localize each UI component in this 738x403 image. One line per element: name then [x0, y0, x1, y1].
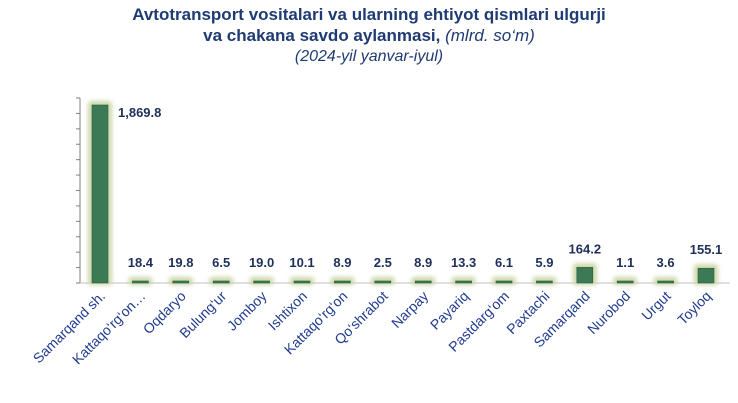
bar	[455, 280, 472, 284]
title-unit: (mlrd. so‘m)	[445, 26, 535, 45]
bar	[657, 280, 674, 284]
value-label: 19.0	[249, 255, 274, 270]
category-label: Toyloq	[674, 288, 714, 328]
bar	[172, 280, 190, 284]
bar	[91, 104, 109, 284]
bar	[576, 267, 594, 284]
category-label: Narpay	[388, 288, 431, 331]
category-label: Samarqand sh.	[30, 288, 108, 366]
value-label: 1.1	[616, 255, 634, 270]
bar	[414, 280, 432, 284]
category-label: Jomboy	[224, 288, 270, 334]
bar	[212, 280, 230, 284]
value-label: 19.8	[168, 255, 193, 270]
bar	[334, 280, 351, 284]
value-label: 2.5	[374, 255, 392, 270]
value-label: 1,869.8	[118, 105, 161, 120]
bar	[253, 280, 270, 284]
value-label: 8.9	[333, 255, 351, 270]
value-label: 10.1	[289, 255, 314, 270]
value-label: 155.1	[690, 242, 723, 257]
bar	[132, 280, 149, 284]
category-label: Urgut	[638, 288, 674, 324]
title-line-1: Avtotransport vositalari va ularning eht…	[132, 5, 606, 24]
bar	[697, 267, 715, 284]
value-label: 6.5	[212, 255, 230, 270]
bar	[616, 280, 634, 284]
bar	[374, 280, 392, 284]
value-label: 5.9	[535, 255, 553, 270]
value-label: 18.4	[128, 255, 154, 270]
chart-title: Avtotransport vositalari va ularning eht…	[0, 4, 738, 67]
bar	[293, 280, 311, 284]
value-label: 6.1	[495, 255, 513, 270]
category-label: Nurobod	[584, 288, 633, 337]
value-label: 3.6	[657, 255, 675, 270]
value-label: 13.3	[451, 255, 476, 270]
category-label: Kattaqo‘rg‘on…	[69, 288, 149, 368]
bar	[495, 280, 513, 284]
value-label: 164.2	[569, 241, 602, 256]
chart-subtitle: (2024-yil yanvar-iyul)	[294, 48, 444, 65]
value-label: 8.9	[414, 255, 432, 270]
title-line-2: va chakana savdo aylanmasi,	[203, 26, 441, 45]
bar	[536, 280, 553, 284]
